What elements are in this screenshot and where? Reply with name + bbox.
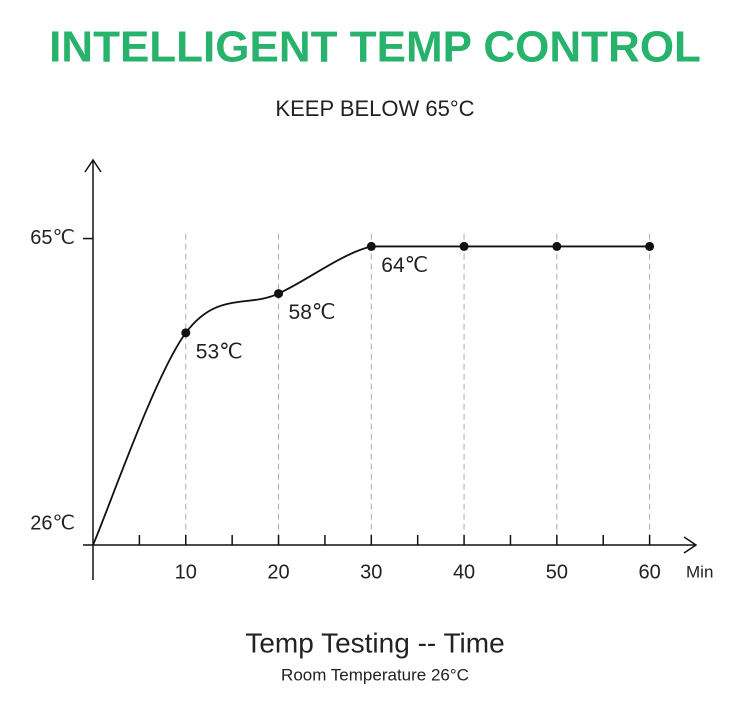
x-tick-label: 30: [360, 561, 382, 583]
note: Room Temperature 26°C: [281, 665, 469, 684]
x-tick-label: 20: [267, 561, 289, 583]
y-tick-label: 65℃: [30, 227, 75, 249]
point: [645, 241, 655, 251]
x-axis-arrow: [683, 536, 698, 554]
y-axis-arrow: [84, 158, 102, 173]
point: [459, 241, 469, 251]
x-tick-label: 40: [453, 561, 475, 583]
x-tick-label: 50: [546, 561, 568, 583]
value-label: 64℃: [381, 254, 428, 277]
x-tick-label: 60: [638, 561, 660, 583]
value-label: 53℃: [196, 340, 243, 363]
x-axis-label: Min: [686, 562, 713, 581]
point: [366, 241, 376, 251]
point: [552, 241, 562, 251]
y-tick-label: 26℃: [30, 512, 75, 534]
x-tick-label: 10: [175, 561, 197, 583]
chart-title: INTELLIGENT TEMP CONTROL: [49, 23, 701, 72]
point: [274, 289, 284, 299]
point: [181, 328, 191, 338]
caption: Temp Testing -- Time: [245, 627, 504, 658]
chart-subtitle: KEEP BELOW 65°C: [275, 96, 474, 121]
value-label: 58℃: [289, 301, 336, 324]
